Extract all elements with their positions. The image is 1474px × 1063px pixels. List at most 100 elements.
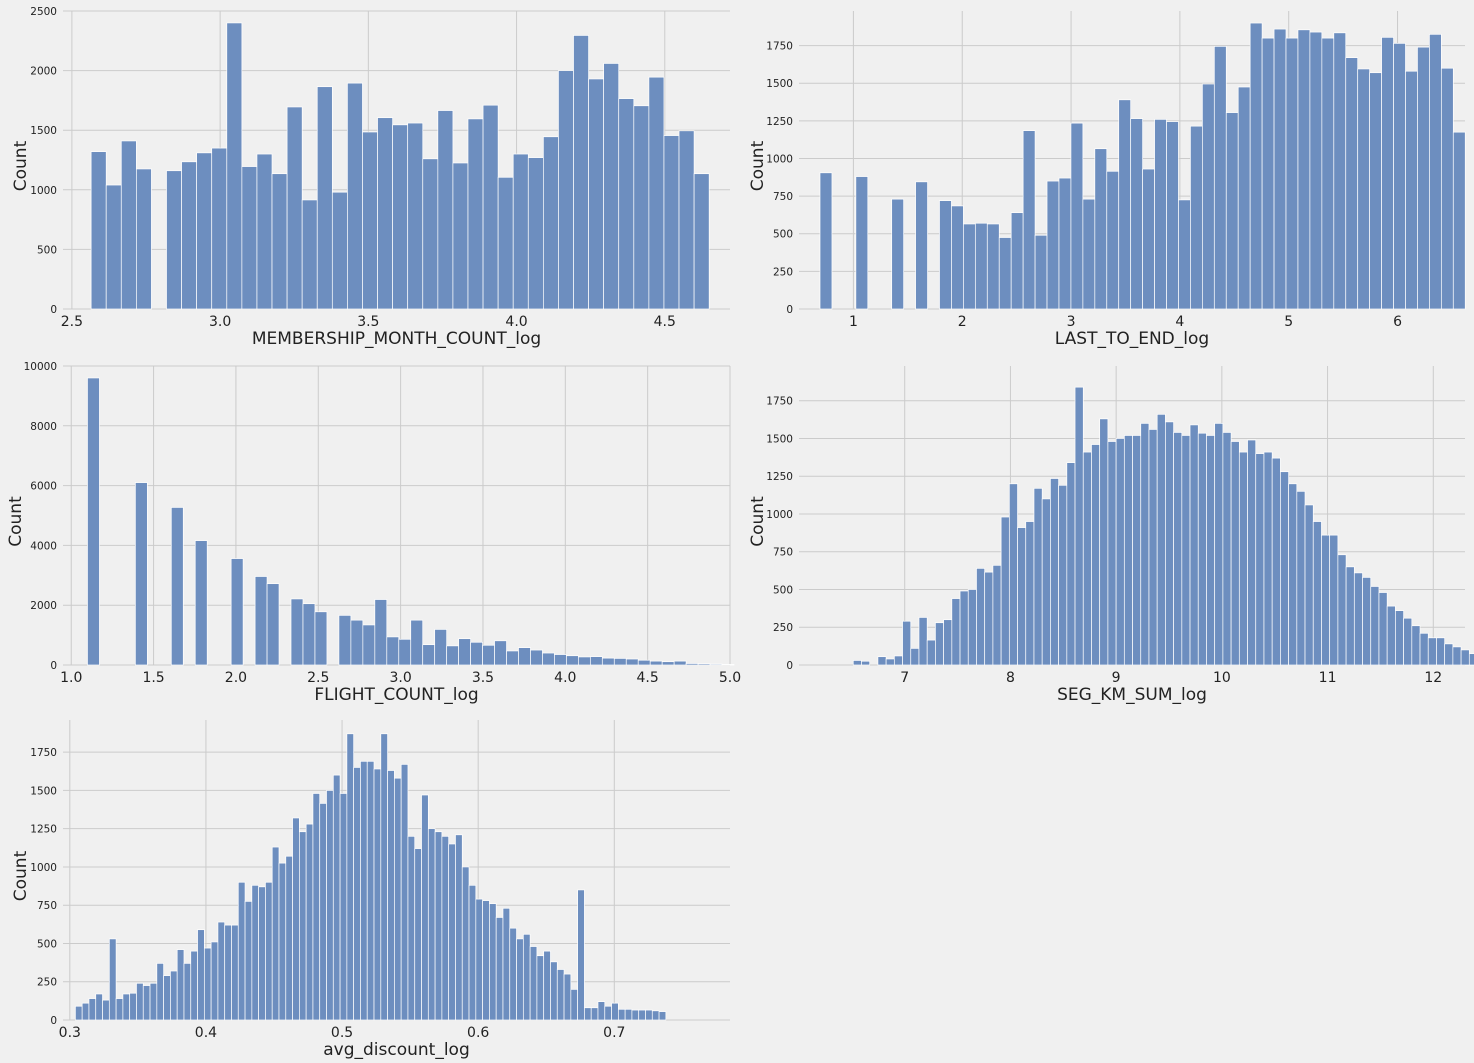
histogram-bar (976, 568, 986, 666)
histogram-bar (1403, 617, 1413, 666)
histogram-bar (918, 617, 928, 666)
y-axis-label: Count (11, 140, 31, 191)
histogram-bar (984, 571, 994, 666)
histogram-bar (1369, 72, 1382, 310)
histogram-bar (271, 846, 280, 1021)
histogram-bar (1309, 31, 1323, 310)
histogram-bar (663, 135, 680, 310)
histogram-bar (437, 110, 454, 310)
histogram-bar (1386, 605, 1396, 666)
histogram-bar (1107, 441, 1117, 666)
histogram-bar (1337, 554, 1347, 666)
y-tick-label: 750 (773, 547, 793, 559)
x-tick-label: 11 (1319, 670, 1337, 686)
histogram-bar (1025, 521, 1035, 666)
histogram-bar (1247, 439, 1257, 666)
histogram-bar (302, 603, 316, 666)
histogram-bar (1452, 131, 1466, 310)
histogram-bar (1130, 118, 1143, 310)
histogram-bar (661, 661, 675, 666)
histogram-bar (482, 104, 499, 310)
histogram-bar (1082, 451, 1092, 666)
histogram-bar (1321, 37, 1335, 310)
histogram-bar (651, 1010, 660, 1021)
histogram-bar (1393, 43, 1406, 310)
histogram-bar (1106, 170, 1120, 310)
histogram-bar (230, 558, 244, 666)
histogram-bar (254, 576, 268, 666)
y-tick-label: 750 (773, 191, 793, 203)
histogram-bar (224, 924, 232, 1021)
histogram-bar (170, 970, 178, 1021)
histogram-bar (998, 237, 1012, 310)
y-tick-label: 1250 (766, 471, 793, 483)
histogram-bar (170, 507, 184, 666)
y-tick-label: 500 (37, 938, 57, 950)
histogram-bar (258, 886, 266, 1021)
histogram-bar (518, 647, 531, 666)
histogram-bar (149, 982, 158, 1021)
histogram-bar (422, 158, 439, 310)
histogram-bar (709, 663, 723, 666)
histogram-bar (1429, 33, 1442, 310)
x-axis-label: FLIGHT_COUNT_log (314, 685, 478, 705)
y-axis-label: Count (748, 140, 768, 191)
histogram-bar (156, 963, 164, 1021)
histogram-bar (1370, 586, 1380, 666)
x-tick-label: 3.0 (209, 314, 231, 330)
histogram-bar (129, 992, 137, 1021)
histogram-bar (470, 641, 483, 666)
histogram-bar (1115, 438, 1125, 666)
histogram-bar (1468, 653, 1474, 666)
histogram-bar (893, 655, 903, 666)
x-tick-label: 2.5 (307, 670, 329, 686)
histogram-bar (1417, 46, 1430, 310)
histogram-bar (530, 649, 543, 666)
y-tick-label: 250 (37, 977, 57, 989)
histogram-bar (648, 76, 665, 310)
x-tick-label: 2 (958, 314, 967, 330)
y-tick-label: 0 (786, 660, 793, 672)
x-tick-label: 0.5 (331, 1025, 353, 1041)
histogram-bar (181, 161, 198, 310)
histogram-bar (1411, 625, 1421, 666)
x-tick-label: 4.5 (637, 670, 659, 686)
histogram-bar (196, 152, 213, 310)
histogram-bar (1034, 234, 1048, 310)
histogram-bar (589, 656, 603, 666)
histogram-bar (1333, 32, 1347, 310)
histogram-bar (392, 124, 409, 310)
x-tick-label: 9 (1112, 670, 1121, 686)
x-tick-label: 1.0 (60, 670, 82, 686)
x-tick-label: 4.0 (554, 670, 576, 686)
histogram-bar (360, 760, 368, 1021)
histogram-bar (1225, 112, 1239, 310)
histogram-bar (1140, 423, 1150, 666)
histogram-bar (1166, 121, 1179, 310)
x-tick-label: 1.5 (142, 670, 164, 686)
histogram-bar (588, 78, 605, 310)
x-axis-label: MEMBERSHIP_MONTH_COUNT_log (252, 329, 541, 349)
histogram-panel-4: 0 250 500 750 1000 1250 1500 1750 7 8 9 10 11 12 SEG_K… (748, 366, 1474, 705)
histogram-bar (693, 173, 710, 310)
y-tick-label: 1500 (766, 433, 793, 445)
histogram-bar (1321, 534, 1331, 666)
histogram-bar (1345, 566, 1355, 666)
histogram-bar (1329, 534, 1339, 666)
x-tick-label: 3.0 (389, 670, 411, 686)
histogram-bar (163, 975, 171, 1021)
histogram-bar (241, 166, 258, 310)
histogram-bar (1173, 432, 1183, 666)
histogram-bar (1297, 29, 1311, 310)
histogram-bar (550, 961, 558, 1021)
histogram-bar (516, 938, 524, 1021)
histogram-bar (1181, 435, 1191, 666)
histogram-bar (95, 993, 103, 1021)
histogram-bar (1436, 637, 1446, 666)
y-tick-label: 1000 (766, 509, 793, 521)
histogram-bar (697, 663, 711, 666)
histogram-bar (362, 624, 376, 666)
histogram-bar (1118, 99, 1132, 310)
histogram-bar (407, 835, 416, 1021)
histogram-bar (631, 1009, 640, 1021)
